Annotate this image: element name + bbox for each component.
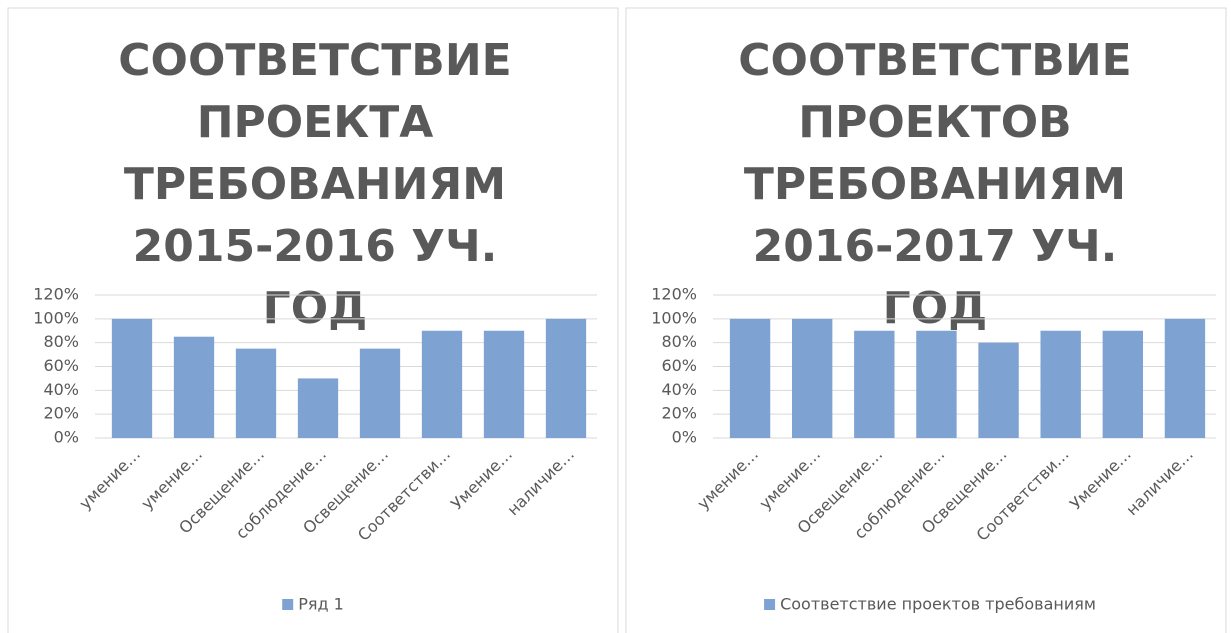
y-tick-label: 60% (43, 356, 79, 375)
bar (421, 330, 463, 438)
x-tick-label: умение… (75, 445, 144, 514)
legend-swatch (764, 599, 776, 610)
y-tick-label: 40% (43, 380, 79, 399)
legend-swatch (282, 599, 294, 610)
bar (297, 378, 339, 438)
bar (1040, 330, 1081, 438)
bar (111, 318, 153, 438)
legend-label: Ряд 1 (298, 595, 344, 614)
y-tick-label: 20% (43, 404, 79, 423)
y-tick-label: 0% (672, 428, 697, 447)
bar (483, 330, 525, 438)
bar (235, 348, 277, 438)
y-tick-label: 60% (661, 356, 697, 375)
x-tick-label: умение… (693, 445, 762, 514)
bar (729, 318, 771, 438)
panel-border (625, 7, 1227, 633)
bar (916, 330, 957, 438)
x-tick-label: наличие… (1122, 445, 1197, 520)
legend-label: Соответствие проектов требованиям (780, 595, 1096, 614)
x-tick-label: наличие… (503, 445, 578, 520)
y-tick-label: 100% (651, 308, 697, 327)
y-tick-label: 0% (54, 428, 79, 447)
bar (854, 330, 895, 438)
y-tick-label: 120% (33, 285, 79, 304)
y-tick-label: 80% (661, 332, 697, 351)
y-tick-label: 100% (33, 308, 79, 327)
bar (545, 318, 587, 438)
bar (359, 348, 401, 438)
bar (978, 342, 1019, 438)
bar (1102, 330, 1144, 438)
panel-border (7, 7, 619, 633)
y-tick-label: 40% (661, 380, 697, 399)
bar (173, 336, 215, 438)
bar (1164, 318, 1206, 438)
y-tick-label: 120% (651, 285, 697, 304)
chart-title: СООТВЕТСТВИЕ ПРОЕКТОВ ТРЕБОВАНИЯМ 2016-2… (738, 35, 1132, 334)
chart-title: СООТВЕТСТВИЕ ПРОЕКТА ТРЕБОВАНИЯМ 2015-20… (118, 35, 512, 334)
y-tick-label: 20% (661, 404, 697, 423)
bar (791, 318, 833, 438)
y-tick-label: 80% (43, 332, 79, 351)
